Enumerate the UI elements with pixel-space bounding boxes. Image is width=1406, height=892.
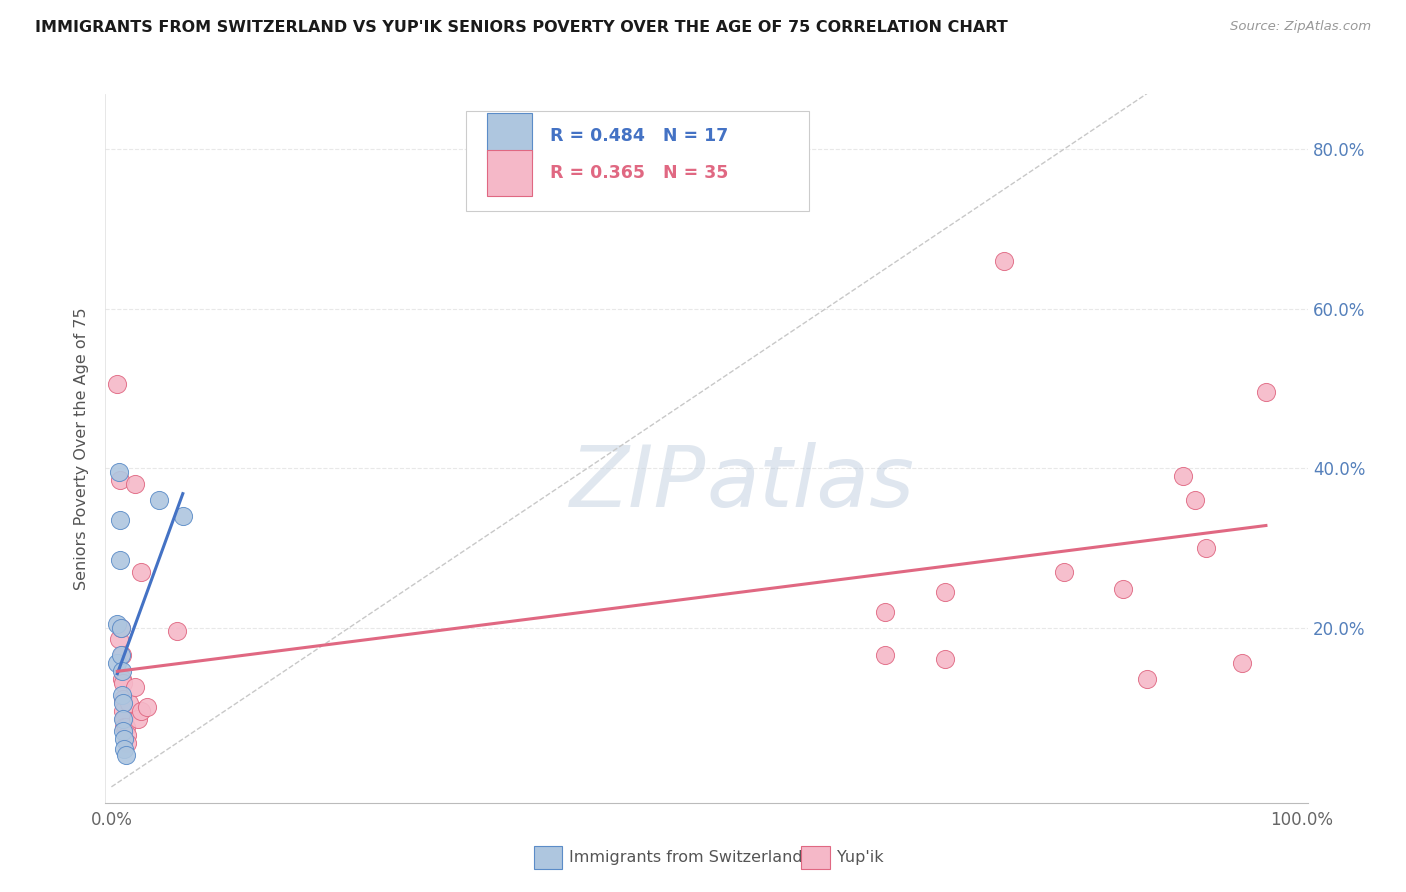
Point bbox=[110, 620, 132, 634]
Point bbox=[107, 465, 129, 479]
Point bbox=[108, 513, 131, 527]
Point bbox=[112, 704, 135, 718]
Point bbox=[1112, 582, 1135, 597]
Point bbox=[114, 732, 136, 747]
Point bbox=[114, 741, 136, 756]
Point bbox=[1230, 657, 1253, 671]
Point bbox=[124, 680, 146, 694]
Point bbox=[114, 747, 136, 762]
Point bbox=[112, 712, 135, 726]
Y-axis label: Seniors Poverty Over the Age of 75: Seniors Poverty Over the Age of 75 bbox=[75, 307, 90, 590]
Point bbox=[111, 673, 134, 687]
Point bbox=[105, 377, 128, 392]
Text: IMMIGRANTS FROM SWITZERLAND VS YUP'IK SENIORS POVERTY OVER THE AGE OF 75 CORRELA: IMMIGRANTS FROM SWITZERLAND VS YUP'IK SE… bbox=[35, 20, 1008, 35]
Point bbox=[136, 700, 159, 714]
Point bbox=[127, 712, 149, 726]
Point bbox=[934, 584, 956, 599]
Point bbox=[107, 632, 129, 647]
Point bbox=[111, 688, 134, 702]
Text: R = 0.365   N = 35: R = 0.365 N = 35 bbox=[550, 164, 728, 183]
Point bbox=[1184, 493, 1206, 508]
Point bbox=[166, 624, 188, 639]
Point bbox=[110, 648, 132, 663]
Text: Yup'ik: Yup'ik bbox=[837, 850, 883, 864]
Bar bbox=[486, 151, 533, 196]
Point bbox=[129, 565, 152, 579]
Point bbox=[118, 696, 141, 710]
Point bbox=[148, 493, 170, 508]
Point bbox=[1052, 565, 1074, 579]
Point bbox=[111, 665, 134, 679]
Text: Immigrants from Switzerland: Immigrants from Switzerland bbox=[569, 850, 803, 864]
Point bbox=[114, 720, 136, 734]
Point bbox=[112, 696, 135, 710]
Point bbox=[993, 254, 1015, 268]
Point bbox=[112, 676, 135, 690]
FancyBboxPatch shape bbox=[465, 112, 808, 211]
Point bbox=[108, 473, 131, 487]
Point bbox=[114, 720, 136, 734]
Bar bbox=[486, 112, 533, 159]
Point bbox=[114, 712, 136, 726]
Point bbox=[110, 620, 132, 634]
Point bbox=[873, 605, 896, 619]
Point bbox=[129, 704, 152, 718]
Point bbox=[112, 724, 135, 739]
Point bbox=[115, 728, 138, 742]
Text: atlas: atlas bbox=[707, 442, 914, 525]
Point bbox=[934, 652, 956, 666]
Point bbox=[1171, 469, 1194, 483]
Point bbox=[108, 553, 131, 567]
Point bbox=[112, 692, 135, 706]
Text: Source: ZipAtlas.com: Source: ZipAtlas.com bbox=[1230, 20, 1371, 33]
Text: ZIP: ZIP bbox=[571, 442, 707, 525]
Point bbox=[115, 736, 138, 750]
Point bbox=[1136, 673, 1159, 687]
Point bbox=[873, 648, 896, 663]
Point bbox=[1254, 385, 1277, 400]
Point bbox=[111, 648, 134, 663]
Text: R = 0.484   N = 17: R = 0.484 N = 17 bbox=[550, 127, 728, 145]
Point bbox=[1195, 541, 1218, 555]
Point bbox=[105, 616, 128, 631]
Point bbox=[105, 657, 128, 671]
Point bbox=[172, 508, 194, 523]
Point bbox=[124, 477, 146, 491]
